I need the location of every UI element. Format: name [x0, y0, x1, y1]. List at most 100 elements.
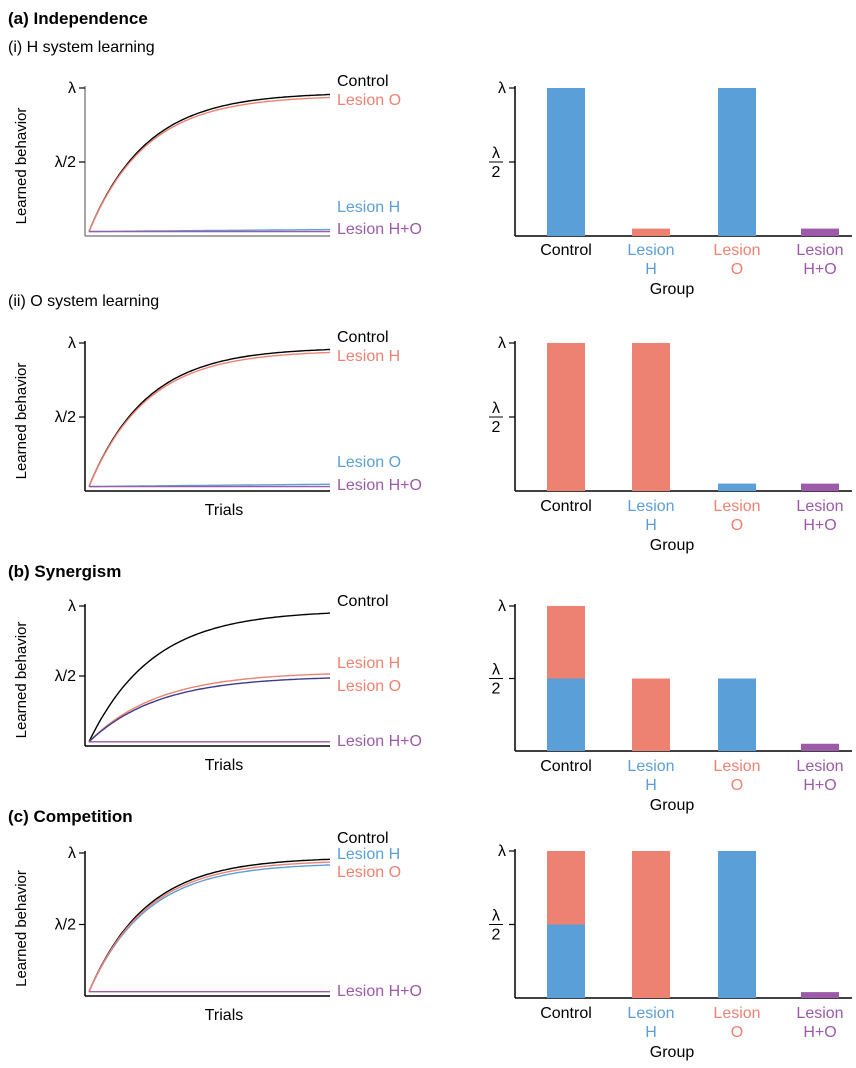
bar: [632, 851, 670, 998]
section-title: (b) Synergism: [8, 562, 121, 581]
bar: [718, 678, 756, 751]
y-tick-label: λ: [68, 335, 76, 352]
bar: [801, 992, 839, 998]
category-label: O: [731, 261, 743, 278]
bar: [632, 343, 670, 491]
category-label: Lesion: [796, 498, 843, 515]
bar-panel: λ λ 2 Control Lesion H Lesion O Lesion H+O Group: [489, 598, 852, 814]
y-tick-label: λ: [492, 662, 500, 679]
y-tick-label: 2: [492, 419, 501, 436]
category-label: Control: [540, 498, 592, 515]
series-line: [88, 351, 331, 487]
bar: [547, 924, 585, 998]
series-line: [88, 612, 331, 743]
series-line: [88, 861, 331, 992]
line-panel: λ λ/2 Learned behavior Control Lesion O Lesio…: [13, 73, 422, 238]
series-label: Lesion H+O: [337, 477, 422, 494]
series-label: Control: [337, 73, 389, 90]
category-label: Lesion: [796, 758, 843, 775]
y-tick-label: 2: [492, 927, 501, 944]
category-label: Lesion: [713, 498, 760, 515]
category-label: H+O: [803, 517, 836, 534]
x-axis-label: Trials: [205, 1007, 244, 1024]
bar-panel: λ λ 2 Control Lesion H Lesion O Lesion H+O Group: [489, 335, 852, 554]
category-label: H: [645, 777, 657, 794]
y-axis-label: Learned behavior: [13, 870, 30, 987]
bar: [718, 851, 756, 998]
series-label: Lesion O: [337, 678, 401, 695]
series-label: Lesion O: [337, 864, 401, 881]
series-label: Lesion H+O: [337, 733, 422, 750]
category-label: H: [645, 517, 657, 534]
series-label: Lesion O: [337, 454, 401, 471]
x-axis-label: Group: [650, 537, 695, 554]
bar-panel: λ λ 2 Control Lesion H Lesion O Lesion H+O Group: [489, 80, 852, 298]
category-label: Lesion: [713, 242, 760, 259]
line-panel: λ λ/2 Learned behavior Control Lesion H Lesio…: [13, 593, 422, 774]
series-label: Control: [337, 830, 389, 847]
category-label: O: [731, 1024, 743, 1041]
series-label: Lesion H+O: [337, 221, 422, 238]
series-label: Lesion H: [337, 655, 400, 672]
section-title: (c) Competition: [8, 807, 133, 826]
category-label: Lesion: [627, 242, 674, 259]
series-line: [88, 673, 331, 743]
y-tick-label: λ: [498, 843, 506, 860]
series-label: Lesion H: [337, 348, 400, 365]
y-axis-label: Learned behavior: [13, 363, 30, 480]
series-label: Lesion H: [337, 846, 400, 863]
y-tick-label: λ: [492, 908, 500, 925]
series-label: Lesion O: [337, 92, 401, 109]
x-axis-label: Group: [650, 797, 695, 814]
bar: [801, 483, 839, 491]
x-axis-label: Group: [650, 281, 695, 298]
series-label: Control: [337, 593, 389, 610]
category-label: Lesion: [627, 498, 674, 515]
category-label: H+O: [803, 1024, 836, 1041]
category-label: O: [731, 777, 743, 794]
series-line: [88, 93, 331, 232]
series-line: [88, 858, 331, 992]
bar: [801, 228, 839, 236]
bar: [547, 88, 585, 236]
bar: [801, 743, 839, 751]
category-label: Lesion: [627, 758, 674, 775]
y-tick-label: 2: [492, 681, 501, 698]
bar: [718, 483, 756, 491]
bar-panel: λ λ 2 Control Lesion H Lesion O Lesion H+O Group: [489, 843, 852, 1061]
bar: [632, 678, 670, 751]
series-line: [88, 677, 331, 743]
x-axis-label: Trials: [205, 757, 244, 774]
y-tick-label: λ: [68, 80, 76, 97]
category-label: Control: [540, 242, 592, 259]
bar: [547, 343, 585, 491]
category-label: H: [645, 261, 657, 278]
y-tick-label: λ: [498, 80, 506, 97]
category-label: H+O: [803, 261, 836, 278]
y-tick-label: λ: [68, 598, 76, 615]
subtitle: (ii) O system learning: [8, 293, 159, 310]
bar: [632, 228, 670, 236]
y-axis-label: Learned behavior: [13, 108, 30, 225]
y-tick-label: λ: [68, 845, 76, 862]
bar: [547, 851, 585, 925]
y-tick-label: λ: [492, 400, 500, 417]
y-tick-label: λ/2: [55, 154, 76, 171]
y-tick-label: λ: [498, 335, 506, 352]
series-line: [88, 348, 331, 487]
line-panel: λ λ/2 Learned behavior Control Lesion H Lesio…: [13, 329, 422, 519]
category-label: Lesion: [796, 1005, 843, 1022]
section-title: (a) Independence: [8, 9, 148, 28]
y-axis-label: Learned behavior: [13, 622, 30, 739]
y-tick-label: λ/2: [55, 668, 76, 685]
category-label: O: [731, 517, 743, 534]
series-label: Control: [337, 329, 389, 346]
y-tick-label: λ/2: [55, 409, 76, 426]
series-label: Lesion H+O: [337, 983, 422, 1000]
y-tick-label: 2: [492, 164, 501, 181]
series-line: [88, 864, 331, 992]
category-label: Lesion: [713, 1005, 760, 1022]
bar: [547, 678, 585, 751]
